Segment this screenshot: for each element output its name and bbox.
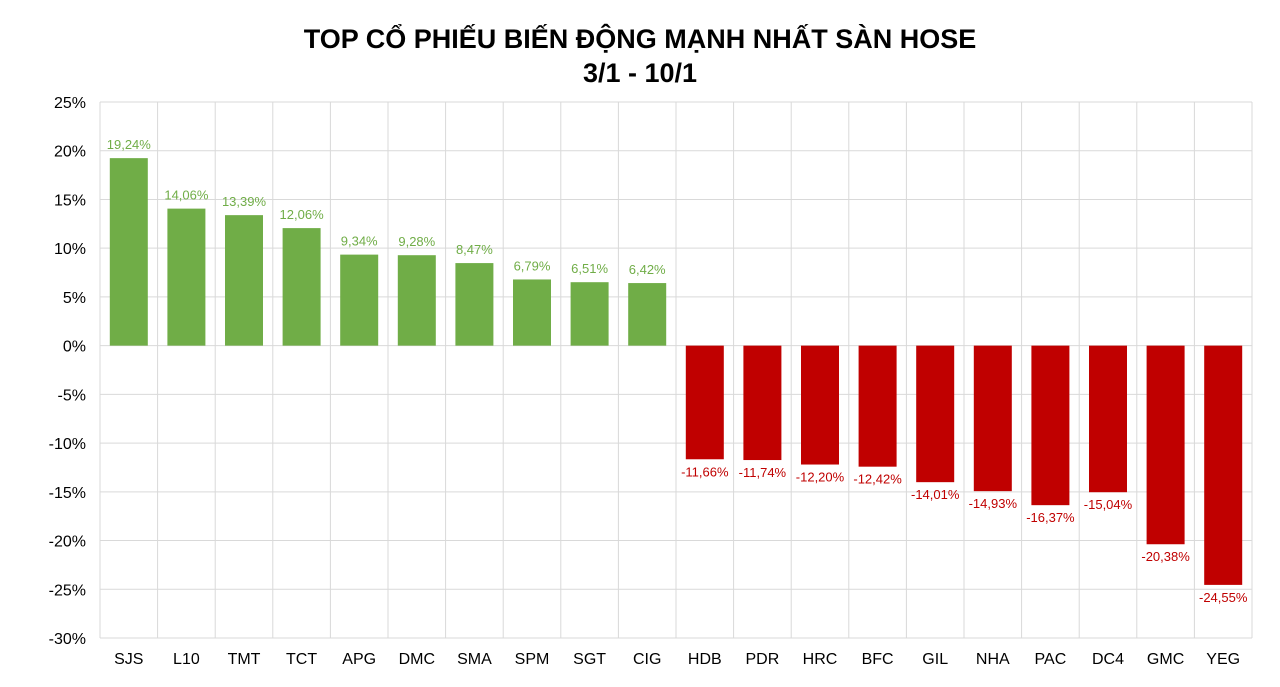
bar-sjs bbox=[109, 158, 148, 346]
x-tick-label: SGT bbox=[573, 651, 606, 668]
bar-nha bbox=[973, 345, 1012, 492]
y-tick-label: -15% bbox=[49, 485, 86, 502]
data-label-hrc: -12,20% bbox=[796, 470, 845, 485]
bar-yeg bbox=[1204, 345, 1243, 585]
bar-tct bbox=[282, 228, 321, 346]
chart-subtitle: 3/1 - 10/1 bbox=[582, 58, 698, 88]
bar-l10 bbox=[167, 208, 206, 346]
y-tick-label: -10% bbox=[49, 436, 86, 453]
x-tick-label: GIL bbox=[922, 651, 948, 668]
data-label-spm: 6,79% bbox=[514, 258, 551, 273]
data-label-sgt: 6,51% bbox=[571, 261, 608, 276]
data-label-yeg: -24,55% bbox=[1199, 590, 1248, 605]
x-tick-label: DC4 bbox=[1092, 651, 1124, 668]
x-tick-label: TMT bbox=[228, 651, 261, 668]
bar-dc4 bbox=[1089, 345, 1127, 493]
x-tick-label: TCT bbox=[286, 651, 317, 668]
x-tick-label: SPM bbox=[515, 651, 550, 668]
data-label-tmt: 13,39% bbox=[222, 194, 267, 209]
x-tick-label: HDB bbox=[688, 651, 722, 668]
x-tick-label: HRC bbox=[803, 651, 838, 668]
bar-gmc bbox=[1146, 345, 1185, 545]
x-tick-label: PDR bbox=[746, 651, 780, 668]
y-tick-label: 0% bbox=[63, 339, 86, 356]
data-label-hdb: -11,66% bbox=[681, 464, 729, 479]
y-axis-ticks: 25% 20% 15% 10% 5% 0% -5% -10% -15% -20% -25% -30% bbox=[49, 95, 86, 648]
x-tick-label: BFC bbox=[862, 651, 894, 668]
data-label-dmc: 9,28% bbox=[398, 234, 435, 249]
x-tick-label: SJS bbox=[114, 651, 143, 668]
y-tick-label: 25% bbox=[54, 95, 86, 112]
data-label-gmc: -20,38% bbox=[1141, 549, 1190, 564]
y-tick-label: 15% bbox=[54, 192, 86, 209]
y-tick-label: -5% bbox=[58, 387, 86, 404]
bar-gil bbox=[916, 345, 955, 483]
data-label-dc4: -15,04% bbox=[1084, 497, 1133, 512]
y-tick-label: 10% bbox=[54, 241, 86, 258]
y-tick-label: 5% bbox=[63, 290, 86, 307]
bar-dmc bbox=[397, 255, 436, 346]
bar-tmt bbox=[225, 215, 263, 346]
y-tick-label: -30% bbox=[49, 631, 86, 648]
x-tick-label: APG bbox=[342, 651, 376, 668]
x-tick-label: CIG bbox=[633, 651, 661, 668]
bar-hrc bbox=[801, 345, 839, 465]
x-tick-label: YEG bbox=[1206, 651, 1240, 668]
data-label-cig: 6,42% bbox=[629, 262, 666, 277]
bar-bfc bbox=[858, 345, 897, 467]
data-label-pac: -16,37% bbox=[1026, 510, 1075, 525]
data-label-sma: 8,47% bbox=[456, 242, 493, 257]
bar-sma bbox=[455, 263, 494, 346]
bar-hdb bbox=[685, 345, 724, 460]
grid-layer bbox=[99, 101, 1253, 639]
bar-spm bbox=[513, 279, 551, 346]
data-label-bfc: -12,42% bbox=[853, 472, 902, 487]
bar-apg bbox=[340, 254, 379, 346]
bar-pac bbox=[1031, 345, 1070, 506]
x-tick-label: NHA bbox=[976, 651, 1010, 668]
data-label-sjs: 19,24% bbox=[107, 137, 152, 152]
y-tick-label: 20% bbox=[54, 144, 86, 161]
x-tick-label: SMA bbox=[457, 651, 492, 668]
data-label-tct: 12,06% bbox=[280, 207, 325, 222]
x-axis-ticks: SJS L10 TMT TCT APG DMC SMA SPM SGT CIG HDB PDR HRC B… bbox=[114, 651, 1240, 668]
data-label-pdr: -11,74% bbox=[739, 465, 787, 480]
y-tick-label: -25% bbox=[49, 582, 86, 599]
data-labels: 19,24% 14,06% 13,39% 12,06% 9,34% 9,28% 8,47% 6… bbox=[107, 137, 1248, 605]
chart-title: TOP CỔ PHIẾU BIẾN ĐỘNG MẠNH NHẤT SÀN HOS… bbox=[303, 24, 977, 54]
y-tick-label: -20% bbox=[49, 534, 86, 551]
bar-sgt bbox=[570, 282, 609, 346]
data-label-apg: 9,34% bbox=[341, 234, 378, 249]
bar-cig bbox=[628, 283, 667, 346]
x-tick-label: PAC bbox=[1035, 651, 1067, 668]
data-label-l10: 14,06% bbox=[164, 188, 209, 203]
bars bbox=[109, 158, 1243, 585]
data-label-gil: -14,01% bbox=[911, 487, 960, 502]
x-tick-label: L10 bbox=[173, 651, 200, 668]
x-tick-label: DMC bbox=[399, 651, 435, 668]
bar-pdr bbox=[743, 345, 782, 461]
data-label-nha: -14,93% bbox=[969, 496, 1018, 511]
x-tick-label: GMC bbox=[1147, 651, 1184, 668]
